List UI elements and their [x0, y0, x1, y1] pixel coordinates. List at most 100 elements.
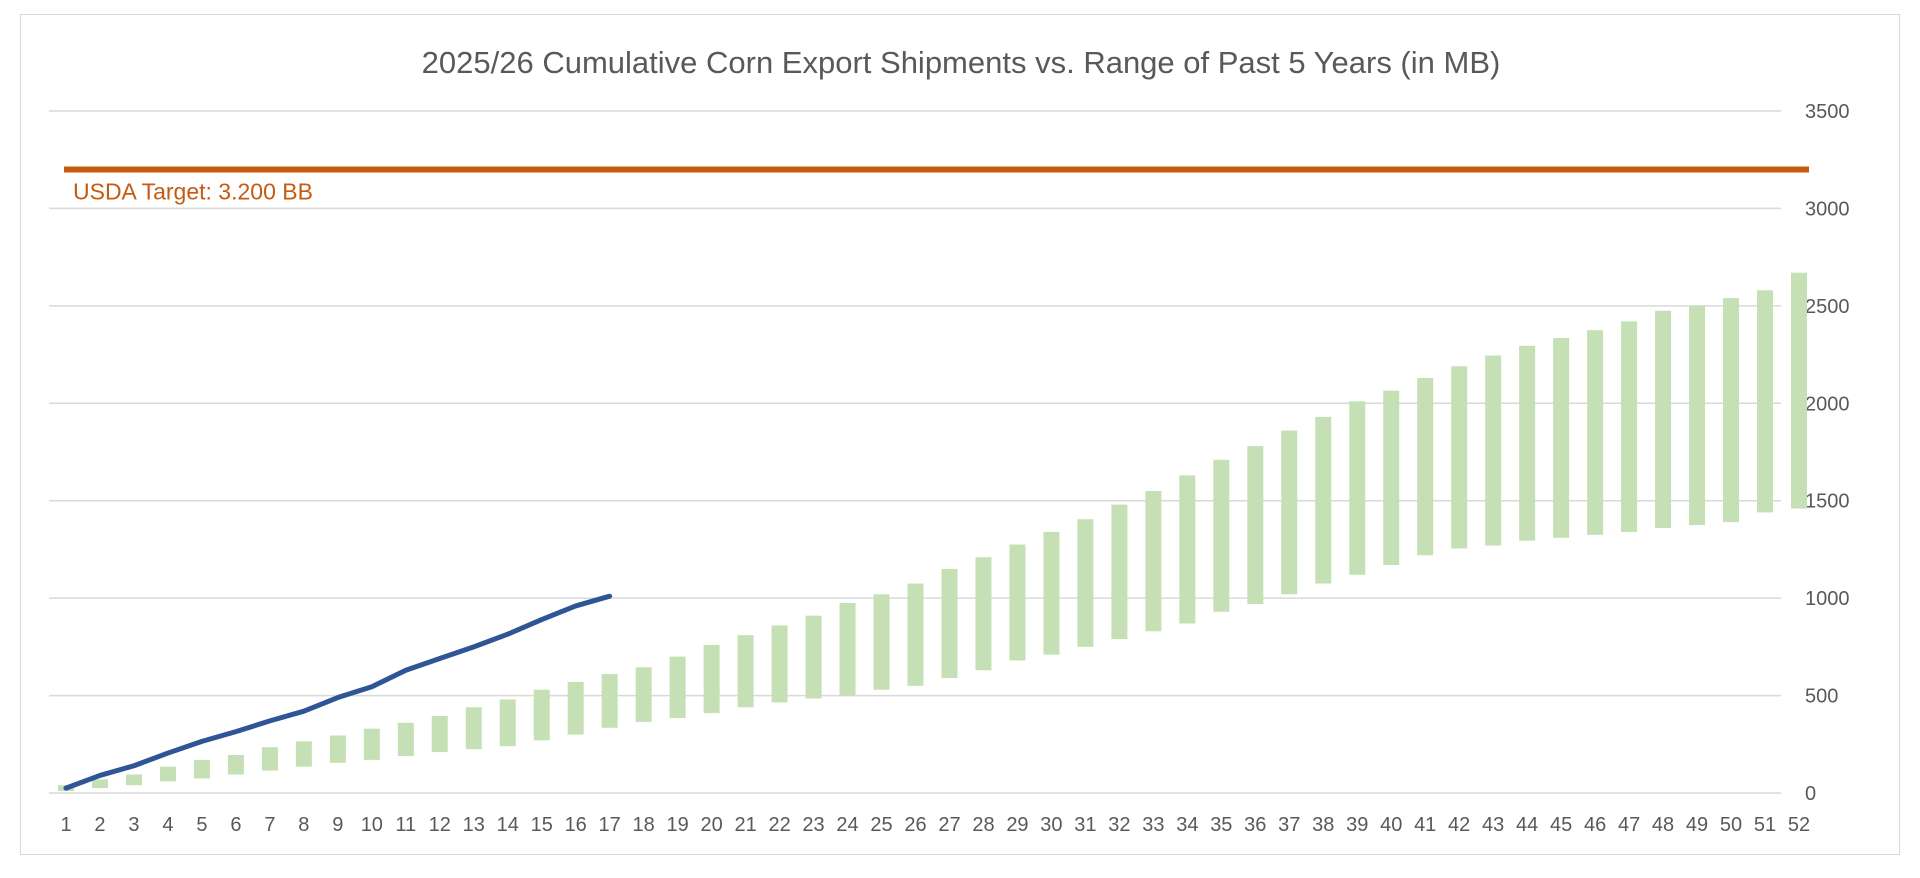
y-tick-label: 0 [1805, 783, 1816, 805]
x-tick-label: 48 [1652, 814, 1674, 836]
y-tick-label: 1500 [1805, 491, 1850, 513]
range-bar-29 [1009, 544, 1026, 661]
range-bar-31 [1077, 519, 1094, 647]
chart-frame: 2025/26 Cumulative Corn Export Shipments… [20, 14, 1900, 855]
x-tick-label: 16 [565, 814, 587, 836]
x-tick-label: 38 [1312, 814, 1334, 836]
x-tick-label: 50 [1720, 814, 1742, 836]
range-bar-20 [703, 644, 720, 714]
range-bar-39 [1349, 401, 1366, 575]
x-tick-label: 32 [1108, 814, 1130, 836]
x-tick-label: 15 [531, 814, 553, 836]
x-tick-label: 26 [904, 814, 926, 836]
x-tick-label: 44 [1516, 814, 1538, 836]
range-bar-50 [1723, 298, 1740, 523]
range-bar-12 [431, 716, 448, 753]
x-tick-label: 34 [1176, 814, 1198, 836]
range-bar-18 [635, 667, 652, 722]
x-tick-label: 41 [1414, 814, 1436, 836]
x-tick-label: 2 [94, 814, 105, 836]
chart-canvas: 2025/26 Cumulative Corn Export Shipments… [49, 45, 1850, 836]
range-bar-45 [1553, 338, 1570, 538]
x-tick-label: 13 [463, 814, 485, 836]
range-bar-40 [1383, 390, 1400, 566]
x-tick-label: 11 [395, 814, 416, 836]
x-tick-label: 1 [60, 814, 71, 836]
x-tick-label: 52 [1788, 814, 1810, 836]
x-tick-label: 46 [1584, 814, 1606, 836]
x-tick-label: 24 [836, 814, 858, 836]
range-bar-51 [1757, 290, 1773, 513]
x-tick-label: 30 [1040, 814, 1062, 836]
range-bar-28 [975, 557, 992, 671]
x-tick-label: 35 [1210, 814, 1232, 836]
y-tick-label: 3500 [1805, 101, 1850, 123]
range-bar-16 [567, 681, 584, 735]
range-bar-21 [737, 635, 754, 708]
x-tick-label: 14 [497, 814, 519, 836]
range-bar-38 [1315, 416, 1332, 584]
range-bar-30 [1043, 531, 1060, 655]
range-bar-41 [1417, 377, 1434, 556]
x-tick-label: 45 [1550, 814, 1572, 836]
range-bar-6 [227, 755, 244, 775]
x-tick-label: 20 [700, 814, 722, 836]
x-tick-label: 33 [1142, 814, 1164, 836]
range-bar-24 [839, 603, 856, 696]
y-tick-label: 2500 [1805, 296, 1850, 318]
x-tick-label: 7 [264, 814, 275, 836]
range-bar-35 [1213, 459, 1230, 612]
range-bar-11 [397, 722, 414, 756]
range-bar-33 [1145, 490, 1162, 632]
range-bar-47 [1621, 321, 1638, 532]
y-tick-label: 3000 [1805, 198, 1850, 220]
x-tick-label: 39 [1346, 814, 1368, 836]
x-tick-label: 9 [332, 814, 343, 836]
y-tick-label: 500 [1805, 686, 1838, 708]
range-bar-13 [465, 707, 482, 750]
y-tick-label: 2000 [1805, 393, 1850, 415]
x-axis-tick-labels: 1 2 3 4 5 6 7 8 9 10 11 12 13 14 15 16 17 18 19 20 21 22 23 24 2… [60, 814, 1810, 836]
x-tick-label: 3 [128, 814, 139, 836]
x-tick-label: 18 [633, 814, 655, 836]
range-bar-26 [907, 583, 924, 686]
range-bar-43 [1485, 355, 1502, 546]
x-tick-label: 27 [938, 814, 960, 836]
x-tick-label: 51 [1754, 814, 1776, 836]
range-bar-36 [1247, 446, 1264, 604]
x-tick-label: 40 [1380, 814, 1402, 836]
x-tick-label: 8 [298, 814, 309, 836]
x-tick-label: 23 [802, 814, 824, 836]
range-bar-2 [91, 779, 108, 789]
chart-title: 2025/26 Cumulative Corn Export Shipments… [422, 45, 1501, 80]
x-tick-label: 42 [1448, 814, 1470, 836]
x-tick-label: 47 [1618, 814, 1640, 836]
range-bar-49 [1689, 305, 1706, 526]
range-bar-3 [125, 774, 142, 786]
range-bar-9 [329, 735, 346, 763]
x-tick-label: 43 [1482, 814, 1504, 836]
x-tick-label: 37 [1278, 814, 1300, 836]
x-tick-label: 6 [230, 814, 241, 836]
range-bar-15 [533, 689, 550, 741]
x-tick-label: 49 [1686, 814, 1708, 836]
x-tick-label: 5 [196, 814, 207, 836]
range-bar-23 [805, 615, 822, 699]
range-bar-25 [873, 594, 890, 690]
range-bar-10 [363, 728, 380, 760]
range-bar-8 [295, 741, 312, 767]
x-tick-label: 25 [870, 814, 892, 836]
target-line-group: USDA Target: 3.200 BB [64, 166, 1809, 204]
x-tick-label: 10 [361, 814, 383, 836]
x-tick-label: 21 [734, 814, 756, 836]
range-bar-22 [771, 625, 788, 703]
line-series [63, 593, 613, 791]
x-tick-label: 29 [1006, 814, 1028, 836]
range-bar-42 [1451, 366, 1468, 549]
x-tick-label: 28 [972, 814, 994, 836]
range-bar-4 [159, 766, 176, 782]
range-bar-7 [261, 747, 278, 771]
x-tick-label: 4 [162, 814, 173, 836]
range-bar-5 [193, 759, 210, 779]
x-tick-label: 22 [768, 814, 790, 836]
